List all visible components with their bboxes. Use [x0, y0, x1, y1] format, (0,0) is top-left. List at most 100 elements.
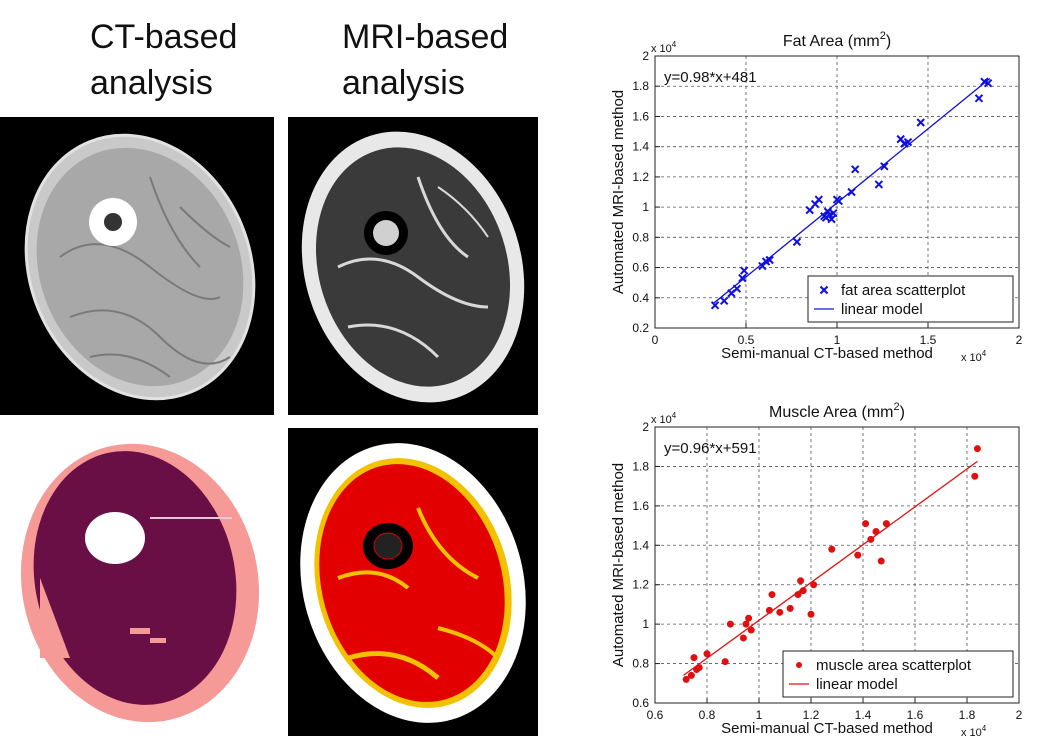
- data-point-stroke: [896, 134, 905, 144]
- data-point: [797, 577, 805, 585]
- data-point: [834, 196, 844, 206]
- data-point: [799, 587, 807, 595]
- data-point: [877, 557, 885, 565]
- data-point: [765, 255, 774, 265]
- data-point-stroke: [765, 255, 774, 265]
- data-point: [862, 520, 870, 528]
- x-tick-label: 1: [834, 333, 841, 347]
- data-point-stroke: [827, 214, 836, 224]
- data-point: [745, 614, 753, 622]
- legend-box: [782, 650, 1014, 698]
- plot-frame: [654, 426, 1020, 704]
- data-point-stroke: [829, 208, 838, 218]
- data-point: [983, 78, 993, 88]
- legend-box: [807, 275, 1014, 323]
- ct-column-title: CT-based analysis: [90, 14, 237, 106]
- mri-scan-image: [288, 117, 538, 415]
- data-point: [747, 626, 755, 634]
- y-tick-label: 0.6: [632, 261, 649, 275]
- data-point: [703, 650, 711, 658]
- data-point-stroke: [983, 78, 993, 88]
- y-tick-label: 0.4: [632, 291, 649, 305]
- data-point: [828, 545, 836, 553]
- data-point: [974, 94, 984, 103]
- data-point: [742, 620, 750, 628]
- mri-segmentation-image: [288, 428, 538, 736]
- y-axis-multiplier: x 104: [651, 411, 677, 426]
- mri-title-line-2: analysis: [342, 64, 465, 102]
- y-tick-label: 2: [642, 49, 649, 63]
- y-tick-label: 1.6: [632, 499, 649, 513]
- data-point: [721, 658, 729, 666]
- data-point-stroke: [850, 165, 860, 174]
- y-tick-label: 1.4: [632, 140, 649, 154]
- ct-scan-image: [0, 117, 274, 415]
- x-axis-multiplier: x 104: [961, 349, 987, 364]
- y-tick-label: 0.6: [632, 696, 649, 710]
- data-point: [810, 581, 818, 589]
- fit-equation: y=0.96*x+591: [664, 440, 757, 457]
- data-point: [903, 137, 913, 147]
- legend-label-fit: linear model: [816, 676, 898, 693]
- y-axis-multiplier: x 104: [651, 40, 677, 55]
- ct-segmentation-image: [0, 428, 274, 736]
- x-tick-label: 1.6: [907, 708, 924, 722]
- ct-title-line-1: CT-based: [90, 18, 238, 56]
- data-point: [732, 284, 742, 293]
- fit-line: [683, 460, 978, 676]
- chart-title: Muscle Area (mm2): [769, 401, 905, 421]
- data-point: [786, 604, 794, 612]
- data-point: [880, 162, 889, 171]
- y-tick-label: 1.2: [632, 170, 649, 184]
- x-tick-label: 0.5: [738, 333, 755, 347]
- mri-title-line-1: MRI-based: [342, 18, 509, 56]
- data-point: [687, 671, 695, 679]
- data-point-stroke: [880, 162, 889, 171]
- data-point-stroke: [739, 266, 749, 275]
- data-point: [690, 654, 698, 662]
- data-point-stroke: [732, 284, 742, 293]
- x-tick-label: 0: [652, 333, 659, 347]
- data-point: [792, 237, 802, 247]
- y-tick-label: 1.6: [632, 109, 649, 123]
- y-axis-label: Automated MRI-based method: [610, 463, 627, 667]
- data-point-stroke: [903, 137, 913, 147]
- legend-label-fit: linear model: [841, 301, 923, 318]
- data-point: [867, 535, 875, 543]
- legend-label-scatter: muscle area scatterplot: [816, 657, 972, 674]
- data-point: [973, 445, 981, 453]
- x-tick-label: 1.5: [920, 333, 937, 347]
- legend-label-scatter: fat area scatterplot: [841, 282, 966, 299]
- x-tick-label: 1: [756, 708, 763, 722]
- data-point: [738, 273, 747, 283]
- x-tick-label: 2: [1016, 333, 1023, 347]
- y-tick-label: 1.8: [632, 79, 649, 93]
- legend-marker-scatter: [796, 662, 802, 668]
- y-tick-label: 2: [642, 420, 649, 434]
- data-point-stroke: [719, 296, 729, 306]
- x-tick-label: 0.8: [699, 708, 716, 722]
- x-axis-label: Semi-manual CT-based method: [721, 720, 933, 737]
- data-point: [827, 214, 836, 224]
- data-point-stroke: [792, 237, 802, 247]
- data-point: [854, 551, 862, 559]
- data-point: [695, 664, 703, 672]
- y-tick-label: 0.8: [632, 230, 649, 244]
- data-point: [872, 527, 880, 535]
- fit-equation: y=0.98*x+481: [664, 69, 757, 86]
- x-tick-label: 1.4: [855, 708, 872, 722]
- y-tick-label: 1: [642, 200, 649, 214]
- data-point: [807, 610, 815, 618]
- x-axis-label: Semi-manual CT-based method: [721, 345, 933, 362]
- data-point-stroke: [980, 77, 989, 86]
- x-tick-label: 1.2: [803, 708, 820, 722]
- y-tick-label: 0.8: [632, 657, 649, 671]
- data-point-stroke: [974, 94, 984, 103]
- data-point: [850, 165, 860, 174]
- data-point-stroke: [814, 195, 824, 204]
- data-point: [814, 195, 824, 204]
- data-point-stroke: [710, 301, 720, 310]
- data-point: [794, 591, 802, 599]
- data-point: [726, 620, 734, 628]
- data-point: [916, 118, 925, 127]
